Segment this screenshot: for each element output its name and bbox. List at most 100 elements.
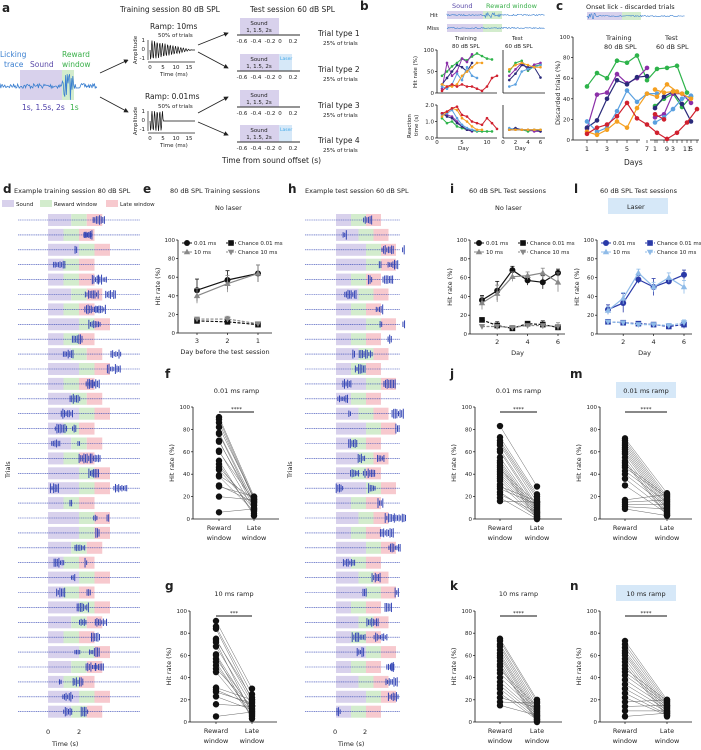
data-point [450,120,454,123]
data-point [670,89,676,94]
trial-row [305,497,400,510]
x-tick-label: 3 [605,145,609,153]
trial-row [305,333,400,346]
y-tick-label: 40 [465,472,472,478]
reward-point [215,466,223,473]
trial-row [18,631,140,644]
data-point [445,121,449,125]
legend-reward-swatch [40,200,52,207]
late-point [250,505,258,513]
legend-label: 10 ms [613,250,630,256]
reward-point [496,674,504,681]
x-tick-label: Late [247,524,261,532]
data-point [634,74,640,80]
sound-box [240,18,279,35]
data-point [495,74,499,78]
trial-row [18,333,140,346]
x-tick-label: 5 [460,140,464,146]
significance-stars: **** [231,407,242,413]
time-tick: 0 [278,75,282,81]
panel-title: Example test session 60 dB SPL [305,187,409,195]
trial-row [305,288,400,301]
data-point [684,120,690,125]
panel-f: f 0.01 ms ramp 0 20 40 60 80 100 Hit rate (%) Rew… [165,367,279,542]
reward-region [351,497,366,510]
panel-b: b Sound Reward window Hit Miss Training … [360,0,545,152]
pair-line [624,699,668,703]
x-tick-label: Late [245,727,259,735]
arrow-icon [197,51,229,69]
data-point [460,113,464,117]
trial-row [305,482,400,495]
trial-row [18,273,140,286]
y-tick-label: 20 [563,117,570,123]
marker-circle [524,277,531,284]
trial-row [18,452,140,465]
y-tick-label: 60 [465,450,472,456]
x-tick-label: 4 [526,140,530,146]
marker-triangle [183,248,191,255]
pair-line [499,655,538,716]
panel-label: l [574,182,578,196]
test-label: Test [664,34,678,42]
legend-late-swatch [106,200,118,207]
pair-line [624,658,668,714]
marker-triangle-down [635,322,642,328]
data-point [445,76,449,80]
pair-line [215,703,253,707]
pair-line [624,499,668,503]
data-point [507,85,511,88]
y-tick-label: 40 [460,294,467,300]
amplitude-tick: -1 [140,127,145,133]
x-tick-label: 11 [683,145,691,153]
marker-square [647,240,653,246]
pair-line [215,620,253,689]
time-tick: -0.2 [265,75,276,81]
data-point [507,74,511,78]
time-tick: -0.6 [237,39,248,45]
time-tick: 0.2 [289,111,298,117]
data-point [465,60,469,64]
significance-stars: **** [513,611,524,617]
data-point [584,125,590,130]
reward-region [351,392,366,405]
data-point [445,85,449,88]
reward-region [351,526,366,539]
y-axis-label: Hit rate (%) [446,268,454,306]
reward-region [358,571,374,584]
data-point [470,65,474,69]
pair-line [624,444,668,502]
data-point [634,99,640,105]
training-spl: 80 dB SPL [452,44,481,50]
series-line [586,54,688,93]
time-tick: -0.4 [251,146,262,152]
legend-reward: Reward window [54,202,98,208]
late-point [663,491,671,498]
series-line [482,324,559,329]
pair-line [624,688,668,713]
data-point [634,105,640,111]
chart-title: Onset lick - discarded trials [586,3,675,11]
y-tick-label: 80 [180,631,187,637]
trial-row [18,467,140,480]
training-label: Training [454,36,477,42]
data-point [614,77,620,83]
late-region [94,526,110,539]
data-point [440,115,444,118]
pair-line [499,449,538,506]
pair-line [624,506,668,510]
data-point [450,83,454,86]
late-point [533,704,541,711]
trial-row [305,675,400,688]
x-tick-label: 1 [256,337,260,345]
pair-line [499,474,538,510]
pair-line [499,451,538,508]
data-point [455,125,459,128]
x-axis-label: Day [511,349,524,357]
training-label: Training [605,34,632,42]
data-point [520,59,524,63]
data-point [445,115,449,118]
trial-row [18,690,140,703]
panel-a: a Licking trace Sound Reward window 1s, … [0,1,360,165]
pair-line [624,640,668,700]
